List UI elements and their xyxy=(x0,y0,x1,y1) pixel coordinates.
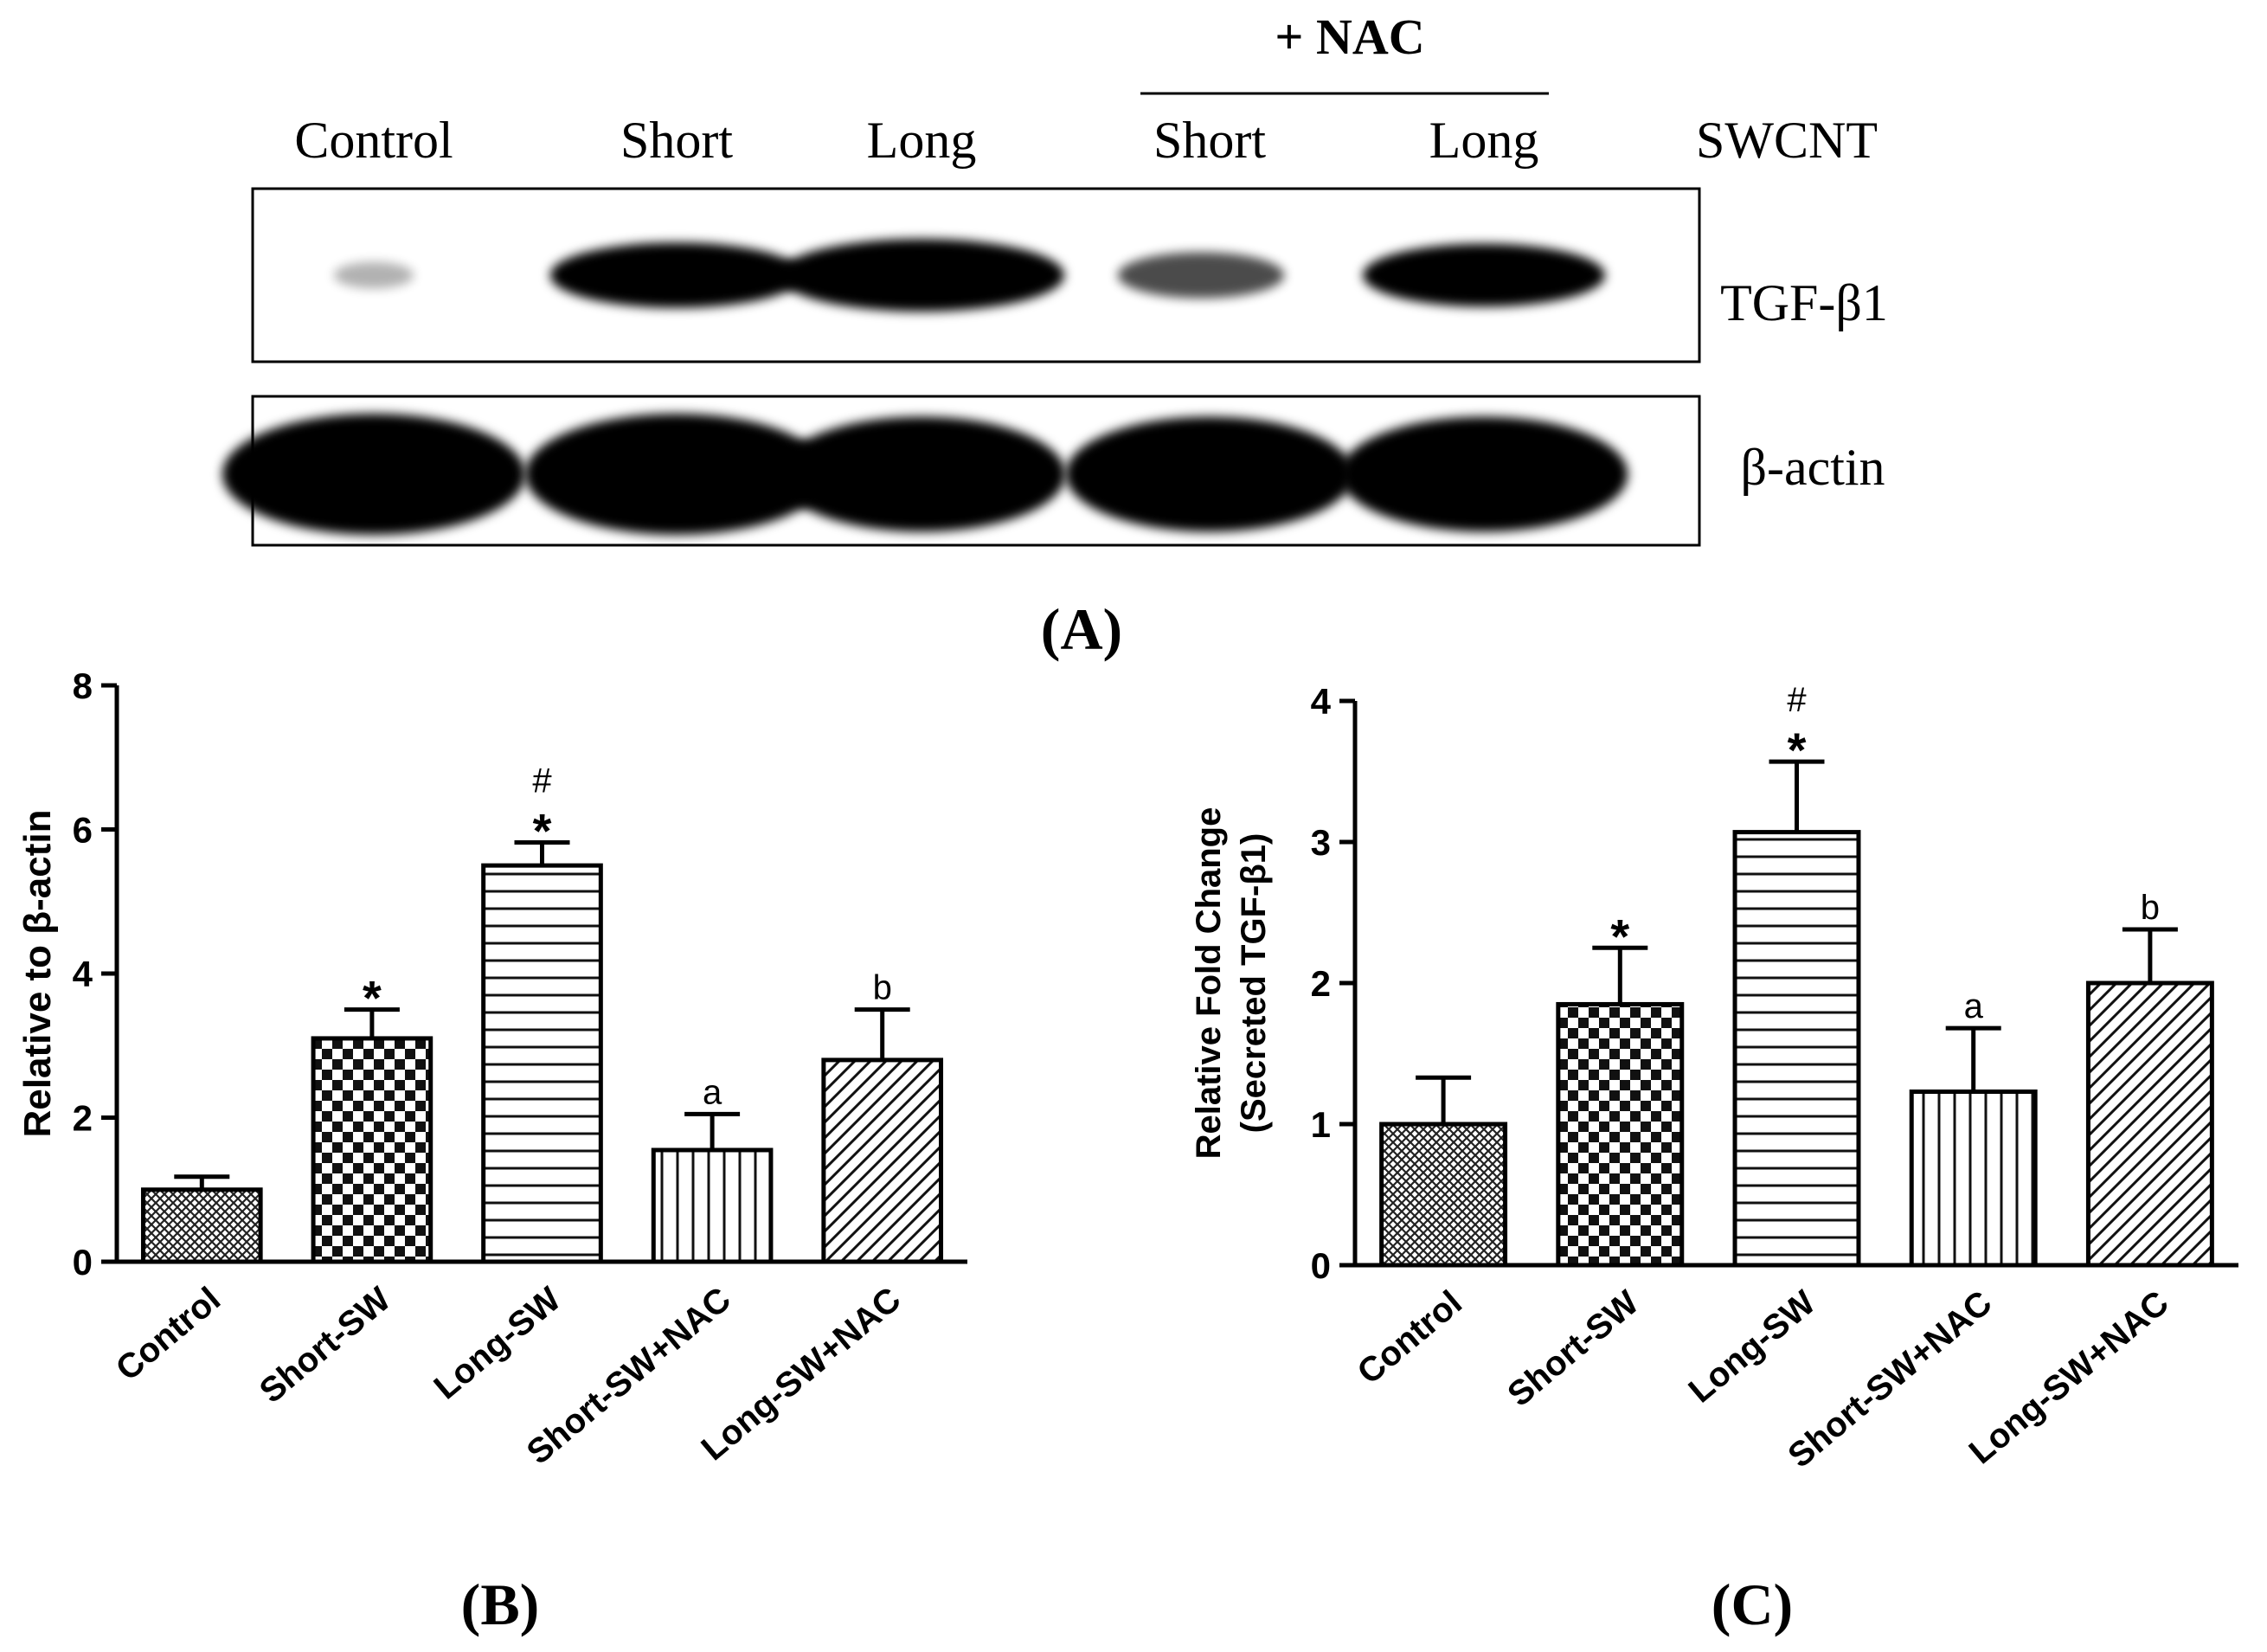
category-label: Short-SW xyxy=(1500,1283,1646,1414)
tgf-b1-band xyxy=(779,239,1064,312)
b-actin-band xyxy=(777,416,1066,532)
tgf-b1-label: TGF-β1 xyxy=(1720,274,1888,331)
y-axis-label: Relative Fold Change xyxy=(1190,807,1228,1160)
significance-marker: * xyxy=(363,971,382,1025)
bar xyxy=(311,1036,433,1264)
lane-label: Long xyxy=(867,112,977,169)
y-tick-label: 0 xyxy=(73,1242,93,1282)
y-tick-label: 2 xyxy=(73,1098,93,1139)
y-tick-label: 3 xyxy=(1311,822,1331,863)
b-actin-band xyxy=(525,414,828,535)
category-label: Long-SW xyxy=(1682,1283,1823,1411)
tgf-b1-band xyxy=(333,261,414,289)
panel-c-label: (C) xyxy=(1711,1572,1793,1637)
tgf-b1-band xyxy=(1363,243,1605,307)
bar xyxy=(481,863,603,1264)
bar xyxy=(1556,1001,1685,1268)
chart-b: 0 2 4 6 8 Relative to β-actin Control * Short-SW… xyxy=(16,665,967,1472)
panel-b-label: (B) xyxy=(461,1572,540,1637)
bar xyxy=(1909,1090,2038,1268)
panel-a-label: (A) xyxy=(1041,596,1122,662)
nac-header: + NAC xyxy=(1275,9,1424,65)
y-tick-label: 1 xyxy=(1311,1104,1331,1145)
category-label: Control xyxy=(1351,1283,1469,1392)
significance-marker: * xyxy=(1610,909,1629,963)
bar xyxy=(651,1147,774,1264)
b-actin-band xyxy=(1065,416,1354,532)
significance-marker: * xyxy=(1788,723,1807,777)
b-actin-label: β-actin xyxy=(1740,439,1885,496)
y-tick-label: 6 xyxy=(73,810,93,851)
y-axis-label: Relative to β-actin xyxy=(16,810,59,1138)
swcnt-label: SWCNT xyxy=(1696,112,1878,169)
panel-a-western-blot: + NAC Control Short Long Short Long SWCNT TG… xyxy=(222,9,1888,662)
significance-marker: # xyxy=(1787,681,1807,719)
lane-label: Short xyxy=(620,112,733,169)
chart-c: 0 1 2 3 4 Relative Fold Change (Secreted TGF-β… xyxy=(1190,681,2238,1475)
b-actin-bands xyxy=(222,414,1628,535)
tgf-b1-band xyxy=(1117,252,1285,299)
category-label: Long-SW xyxy=(427,1280,568,1407)
y-axis-label: (Secreted TGF-β1) xyxy=(1235,833,1273,1134)
lane-label: Short xyxy=(1153,112,1266,169)
bar xyxy=(1379,1122,1508,1268)
significance-marker: a xyxy=(1964,987,1984,1025)
bar xyxy=(821,1057,944,1264)
y-tick-label: 4 xyxy=(73,954,93,994)
bar xyxy=(1732,830,1861,1268)
y-tick-label: 4 xyxy=(1311,681,1332,722)
significance-marker: a xyxy=(703,1073,722,1111)
b-actin-band xyxy=(1339,416,1628,532)
lane-labels: Control Short Long Short Long xyxy=(294,112,1538,169)
y-tick-label: 0 xyxy=(1311,1245,1331,1286)
lane-label: Control xyxy=(294,112,453,169)
y-tick-label: 8 xyxy=(73,665,93,706)
significance-marker: # xyxy=(532,762,552,800)
significance-marker: b xyxy=(2141,889,2160,927)
lane-label: Long xyxy=(1429,112,1539,169)
bar xyxy=(2085,980,2214,1268)
significance-marker: * xyxy=(533,803,552,858)
category-label: Control xyxy=(109,1280,228,1388)
category-label: Short-SW xyxy=(253,1280,398,1411)
y-tick-label: 2 xyxy=(1311,963,1331,1004)
significance-marker: b xyxy=(873,969,892,1007)
bar xyxy=(140,1187,263,1264)
b-actin-band xyxy=(222,414,525,535)
tgf-b1-band xyxy=(549,242,804,308)
tgf-b1-bands xyxy=(333,239,1605,312)
